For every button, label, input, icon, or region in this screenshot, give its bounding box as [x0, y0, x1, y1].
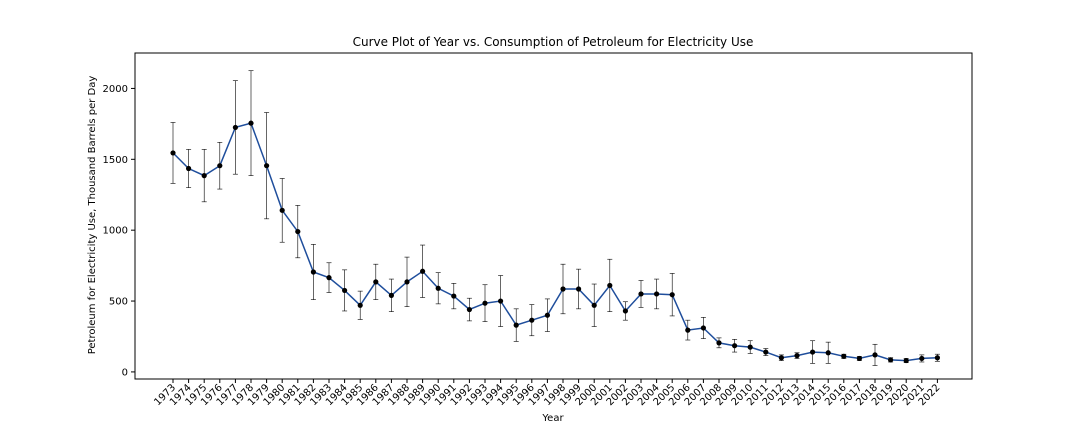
- data-point: [591, 302, 597, 308]
- data-point: [264, 163, 270, 169]
- data-point: [903, 357, 909, 364]
- data-point: [778, 355, 785, 361]
- data-point: [888, 357, 894, 363]
- data-point: [544, 312, 551, 318]
- data-point: [248, 120, 254, 126]
- data-point: [919, 355, 925, 362]
- data-point: [825, 350, 831, 356]
- data-point: [342, 287, 348, 294]
- data-point: [560, 286, 566, 292]
- data-point: [856, 355, 863, 362]
- data-point: [466, 306, 472, 313]
- data-point: [232, 124, 238, 131]
- y-axis-label: Petroleum for Electricity Use, Thousand …: [87, 76, 98, 355]
- data-point: [295, 228, 301, 235]
- data-point: [373, 279, 379, 285]
- data-point: [420, 268, 426, 274]
- x-axis-label: Year: [541, 413, 564, 424]
- data-point: [934, 355, 941, 361]
- y-tick-label: 500: [109, 297, 128, 308]
- data-point: [482, 300, 488, 306]
- y-tick-label: 2000: [103, 84, 128, 95]
- series-line: [172, 122, 938, 362]
- data-point: [716, 340, 722, 346]
- data-point: [576, 286, 582, 292]
- data-point: [279, 207, 285, 213]
- data-point: [435, 285, 441, 291]
- data-point: [810, 349, 816, 355]
- data-point: [700, 325, 707, 331]
- data-point: [451, 293, 457, 299]
- data-point: [763, 349, 769, 355]
- data-point: [654, 291, 660, 297]
- data-point: [794, 353, 800, 359]
- data-point: [638, 291, 644, 297]
- data-point: [669, 292, 675, 298]
- data-point: [513, 322, 519, 328]
- data-point: [404, 279, 410, 285]
- y-tick-label: 1000: [103, 226, 128, 237]
- data-point: [217, 163, 223, 169]
- data-point: [529, 317, 535, 323]
- data-point: [310, 269, 316, 275]
- data-point: [841, 353, 847, 359]
- data-point: [622, 308, 629, 314]
- plot-area: 0500100015002000197319741975197619771978…: [103, 52, 973, 408]
- data-point: [685, 327, 691, 333]
- data-point: [326, 275, 332, 281]
- data-point: [186, 165, 192, 172]
- data-point: [388, 292, 394, 298]
- data-point: [607, 282, 613, 289]
- axes-frame: [134, 52, 973, 380]
- data-point: [747, 344, 753, 350]
- data-point: [357, 302, 363, 308]
- data-point: [872, 352, 878, 358]
- data-point: [498, 298, 504, 304]
- chart-title: Curve Plot of Year vs. Consumption of Pe…: [353, 35, 754, 49]
- data-point: [732, 343, 738, 349]
- y-tick-label: 1500: [103, 155, 128, 166]
- data-point: [201, 173, 207, 179]
- y-tick-label: 0: [122, 367, 128, 378]
- data-point: [170, 150, 176, 156]
